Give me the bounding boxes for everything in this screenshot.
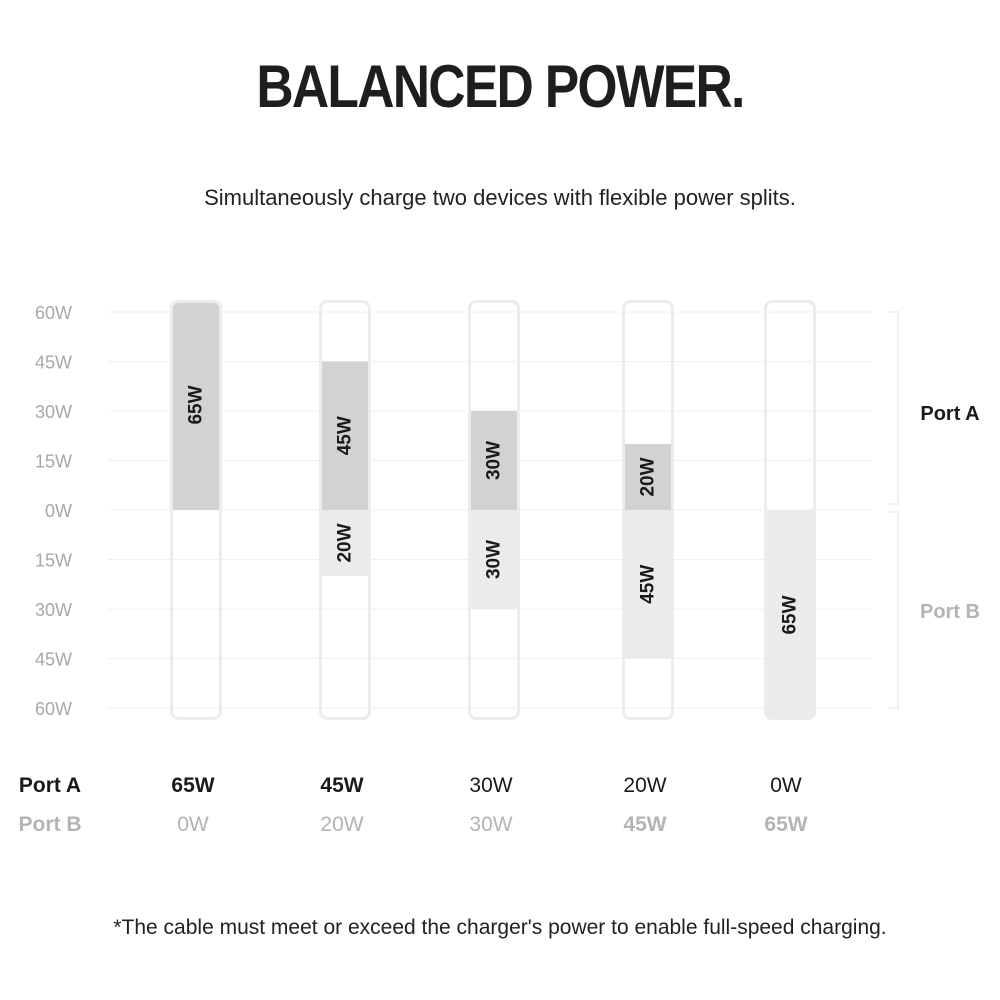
- table-cell-port-a: 30W: [469, 774, 512, 797]
- bar-port-a: [468, 411, 520, 510]
- bar-port-a: [319, 361, 371, 510]
- bar-outline: [764, 300, 816, 720]
- page-title: BALANCED POWER.: [256, 53, 745, 120]
- table-cell-port-a: 65W: [171, 774, 214, 797]
- bar-outline: [170, 300, 222, 720]
- table-cell-port-b: 45W: [623, 813, 666, 836]
- bar-label-port-a: 45W: [335, 416, 356, 455]
- port-b-bracket: [888, 511, 899, 709]
- port-a-bracket: [888, 311, 899, 505]
- y-tick-label: 60W: [35, 303, 72, 323]
- bar-group: 65W: [170, 300, 222, 720]
- bar-outline: [622, 300, 674, 720]
- bar-label-port-b: 65W: [780, 595, 801, 634]
- bar-label-port-a: 30W: [484, 441, 505, 480]
- bar-label-port-b: 20W: [335, 523, 356, 562]
- table-cell-port-b: 0W: [177, 813, 209, 836]
- y-tick-label: 15W: [35, 551, 72, 571]
- y-tick-label: 30W: [35, 402, 72, 422]
- footnote: *The cable must meet or exceed the charg…: [113, 916, 887, 939]
- bar-port-b: [319, 510, 371, 576]
- table-row-label-port-b: Port B: [19, 813, 82, 836]
- bar-group: 45W 20W: [319, 300, 371, 720]
- table-cell-port-a: 0W: [770, 774, 802, 797]
- table-cell-port-b: 30W: [469, 813, 512, 836]
- y-tick-label: 45W: [35, 650, 72, 670]
- bar-outline: [319, 300, 371, 720]
- side-label-port-b: Port B: [920, 601, 980, 623]
- bar-port-b: [622, 510, 674, 659]
- table-cell-port-b: 65W: [764, 813, 807, 836]
- bar-port-b: [468, 510, 520, 609]
- y-tick-label: 0W: [45, 501, 72, 521]
- table-cell-port-a: 20W: [623, 774, 666, 797]
- bar-label-port-b: 45W: [638, 565, 659, 604]
- table-row-label-port-a: Port A: [19, 774, 81, 797]
- bar-group: 30W 30W: [468, 300, 520, 720]
- page-subtitle: Simultaneously charge two devices with f…: [204, 185, 796, 210]
- bar-label-port-a: 65W: [186, 385, 207, 424]
- y-tick-label: 60W: [35, 699, 72, 719]
- bar-port-b: [764, 510, 816, 720]
- side-label-port-a: Port A: [920, 403, 979, 425]
- y-tick-label: 30W: [35, 600, 72, 620]
- bar-group: 65W: [764, 300, 816, 720]
- table-cell-port-a: 45W: [320, 774, 363, 797]
- y-tick-label: 15W: [35, 452, 72, 472]
- table-cell-port-b: 20W: [320, 813, 363, 836]
- bar-port-a: [170, 300, 222, 510]
- bar-port-a: [622, 444, 674, 510]
- bar-outline: [468, 300, 520, 720]
- y-tick-label: 45W: [35, 353, 72, 373]
- bar-label-port-a: 20W: [638, 457, 659, 496]
- bar-label-port-b: 30W: [484, 540, 505, 579]
- bar-group: 20W 45W: [622, 300, 674, 720]
